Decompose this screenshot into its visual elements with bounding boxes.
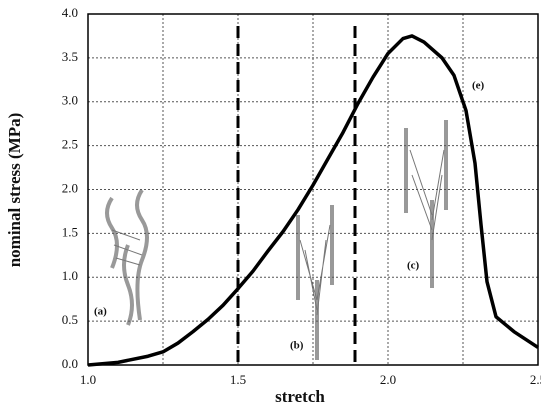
fiber-a: [105, 196, 119, 269]
x-axis-title: stretch: [275, 387, 325, 406]
y-tick-label: 4.0: [62, 5, 78, 20]
y-tick-label: 2.5: [62, 137, 78, 152]
chains-a: [111, 229, 143, 266]
y-tick-label: 1.0: [62, 268, 78, 283]
data-line: [87, 34, 539, 367]
y-tick-label: 0.5: [62, 312, 78, 327]
plot-frame: [87, 13, 539, 366]
y-tick-label: 3.5: [62, 49, 78, 64]
y-tick-label: 2.0: [62, 180, 78, 195]
y-tick-label: 0.0: [62, 356, 78, 371]
annotation: (a): [94, 306, 107, 318]
x-tick-label: 2.5: [530, 372, 541, 387]
illustrations: [105, 120, 448, 360]
x-tick-label: 2.0: [380, 372, 396, 387]
fiber-a: [135, 188, 149, 321]
x-tick-label: 1.0: [80, 372, 96, 387]
annotation: (b): [290, 340, 304, 352]
y-tick-label: 1.5: [62, 224, 78, 239]
fiber-b: [296, 205, 334, 360]
y-tick-label: 3.0: [62, 93, 78, 108]
x-tick-label: 1.5: [230, 372, 246, 387]
y-axis-title: nominal stress (MPa): [5, 113, 24, 268]
fiber-a: [122, 244, 134, 326]
annotation: (e): [472, 80, 485, 92]
annotation: (c): [407, 260, 420, 272]
chains-b: [299, 224, 331, 316]
chains-c: [409, 149, 445, 241]
